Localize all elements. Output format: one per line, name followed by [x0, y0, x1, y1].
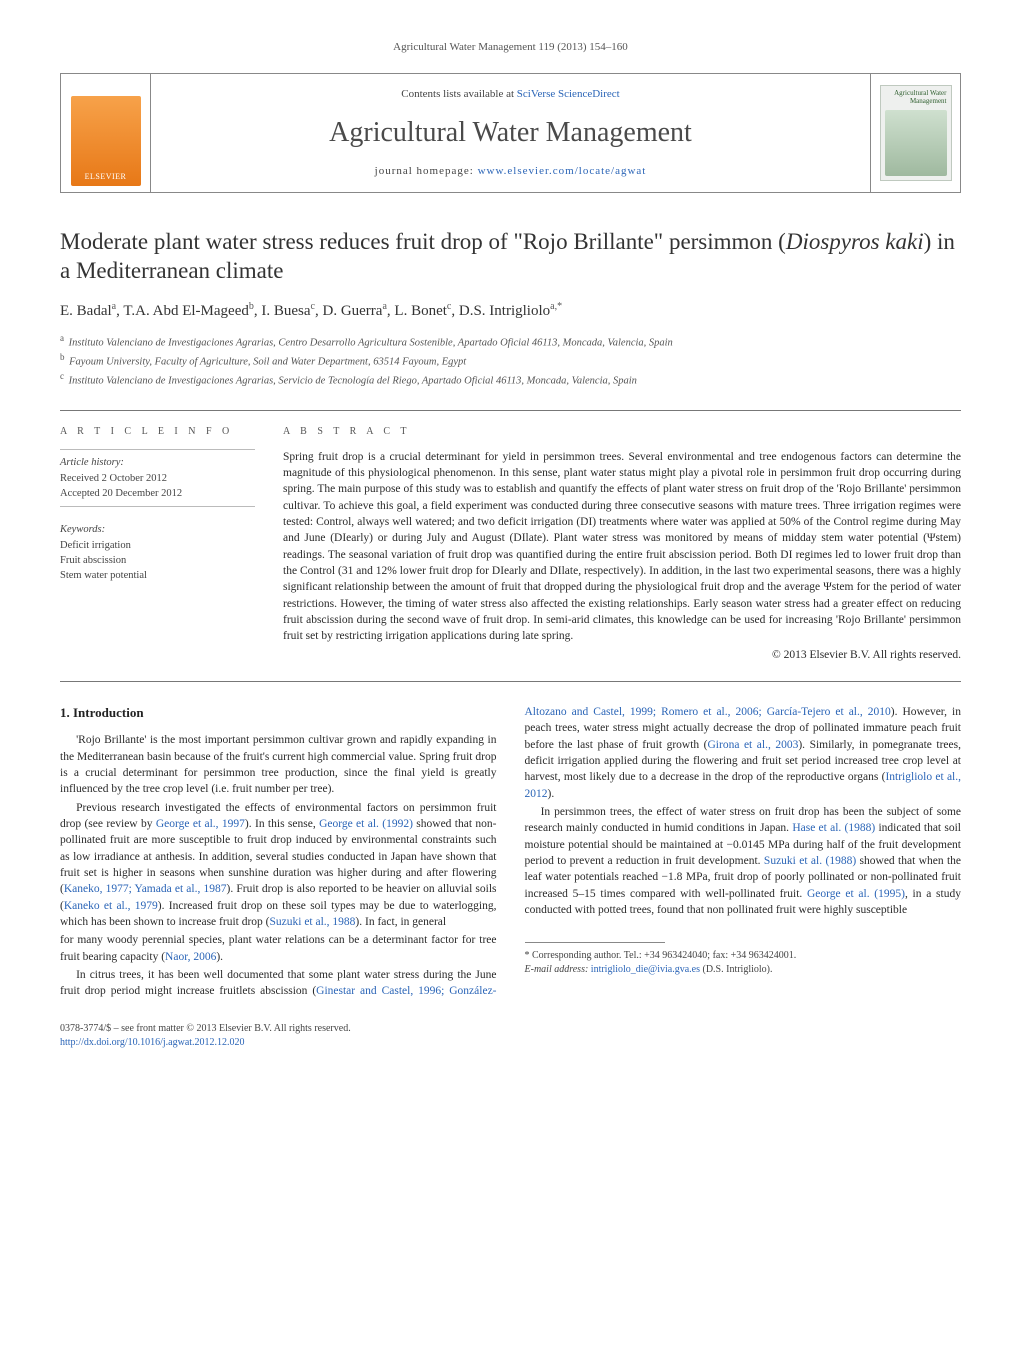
citation-link[interactable]: Kaneko, 1977; Yamada et al., 1987 — [64, 883, 227, 895]
affiliation-b: b Fayoum University, Faculty of Agricult… — [60, 351, 961, 370]
abstract-column: a b s t r a c t Spring fruit drop is a c… — [283, 425, 961, 663]
cover-image-icon — [885, 110, 947, 177]
keyword-2: Fruit abscission — [60, 555, 126, 566]
elsevier-tree-icon: ELSEVIER — [71, 96, 141, 186]
title-species-italic: Diospyros kaki — [786, 229, 924, 254]
intro-paragraph: In persimmon trees, the effect of water … — [525, 804, 962, 918]
email-label: E-mail address: — [525, 964, 591, 975]
title-pre: Moderate plant water stress reduces frui… — [60, 229, 786, 254]
intro-paragraph: 'Rojo Brillante' is the most important p… — [60, 732, 497, 797]
journal-homepage-link[interactable]: www.elsevier.com/locate/agwat — [478, 165, 647, 177]
rule-bottom — [60, 681, 961, 682]
citation-link[interactable]: George et al. (1995) — [807, 888, 905, 900]
corresp-label: * Corresponding author. Tel.: +34 963424… — [525, 950, 797, 961]
intro-paragraph: Previous research investigated the effec… — [60, 800, 497, 931]
citation-link[interactable]: Suzuki et al., 1988 — [270, 916, 356, 928]
affiliation-c: c Instituto Valenciano de Investigacione… — [60, 370, 961, 389]
copyright-line: © 2013 Elsevier B.V. All rights reserved… — [283, 647, 961, 663]
abstract-head: a b s t r a c t — [283, 425, 961, 439]
citation-link[interactable]: George et al. (1992) — [319, 818, 413, 830]
affiliations: a Instituto Valenciano de Investigacione… — [60, 332, 961, 390]
history-received: Received 2 October 2012 — [60, 473, 167, 484]
citation-link[interactable]: Girona et al., 2003 — [708, 739, 799, 751]
meta-abstract-row: a r t i c l e i n f o Article history: R… — [60, 411, 961, 681]
cover-box: Agricultural Water Management — [880, 85, 952, 181]
journal-homepage-line: journal homepage: www.elsevier.com/locat… — [375, 164, 647, 179]
keyword-3: Stem water potential — [60, 570, 147, 581]
citation-link[interactable]: Intrigliolo et al., 2012 — [525, 771, 962, 799]
cover-title: Agricultural Water Management — [885, 90, 947, 105]
publisher-logo: ELSEVIER — [61, 74, 151, 192]
intro-paragraph: for many woody perennial species, plant … — [60, 932, 497, 965]
citation-link[interactable]: Kaneko et al., 1979 — [64, 900, 158, 912]
journal-masthead: ELSEVIER Contents lists available at Sci… — [60, 73, 961, 193]
citation-link[interactable]: George et al., 1997 — [156, 818, 245, 830]
front-matter-line1: 0378-3774/$ – see front matter © 2013 El… — [60, 1023, 351, 1034]
journal-cover-thumb: Agricultural Water Management — [870, 74, 960, 192]
citation-link[interactable]: Suzuki et al. (1988) — [764, 855, 856, 867]
author-list: E. Badala, T.A. Abd El-Mageedb, I. Buesa… — [60, 300, 961, 322]
abstract-body: Spring fruit drop is a crucial determina… — [283, 451, 961, 643]
footnote-rule — [525, 942, 665, 943]
affiliation-a: a Instituto Valenciano de Investigacione… — [60, 332, 961, 351]
history-accepted: Accepted 20 December 2012 — [60, 488, 182, 499]
journal-name: Agricultural Water Management — [329, 113, 692, 152]
keyword-1: Deficit irrigation — [60, 540, 131, 551]
article-info-head: a r t i c l e i n f o — [60, 425, 255, 439]
article-title: Moderate plant water stress reduces frui… — [60, 228, 961, 286]
citation-link[interactable]: Naor, 2006 — [165, 951, 216, 963]
homepage-prefix: journal homepage: — [375, 165, 478, 177]
history-label: Article history: — [60, 456, 255, 471]
keywords-block: Keywords: Deficit irrigation Fruit absci… — [60, 523, 255, 584]
running-head: Agricultural Water Management 119 (2013)… — [60, 40, 961, 55]
intro-heading: 1. Introduction — [60, 704, 497, 722]
abstract-text: Spring fruit drop is a crucial determina… — [283, 449, 961, 663]
corresp-email-link[interactable]: intrigliolo_die@ivia.gva.es — [591, 964, 700, 975]
article-history: Article history: Received 2 October 2012… — [60, 449, 255, 507]
body-two-column: 1. Introduction 'Rojo Brillante' is the … — [60, 704, 961, 1000]
corresponding-author: * Corresponding author. Tel.: +34 963424… — [525, 949, 962, 977]
front-matter: 0378-3774/$ – see front matter © 2013 El… — [60, 1022, 961, 1050]
sciencedirect-link[interactable]: SciVerse ScienceDirect — [517, 88, 620, 100]
contents-prefix: Contents lists available at — [401, 88, 516, 100]
citation-link[interactable]: Hase et al. (1988) — [792, 822, 875, 834]
keywords-label: Keywords: — [60, 523, 255, 538]
corresp-email-suffix: (D.S. Intrigliolo). — [700, 964, 773, 975]
article-info-column: a r t i c l e i n f o Article history: R… — [60, 425, 255, 663]
masthead-center: Contents lists available at SciVerse Sci… — [151, 74, 870, 192]
doi-link[interactable]: http://dx.doi.org/10.1016/j.agwat.2012.1… — [60, 1037, 245, 1048]
contents-available-line: Contents lists available at SciVerse Sci… — [401, 87, 619, 102]
